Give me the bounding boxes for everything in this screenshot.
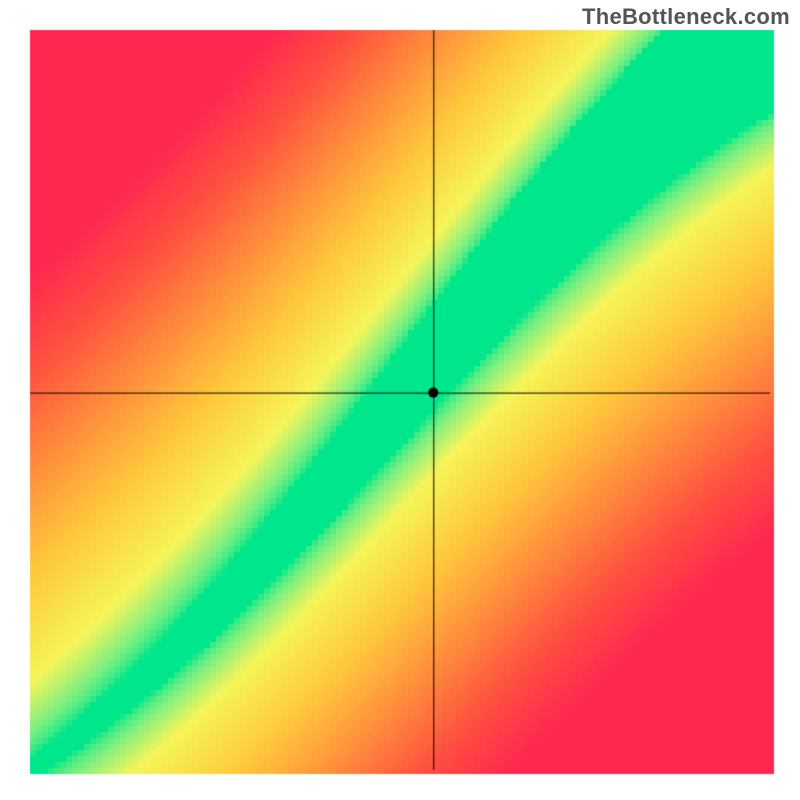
watermark-text: TheBottleneck.com bbox=[582, 4, 790, 30]
bottleneck-heatmap bbox=[0, 0, 800, 800]
chart-container: TheBottleneck.com bbox=[0, 0, 800, 800]
